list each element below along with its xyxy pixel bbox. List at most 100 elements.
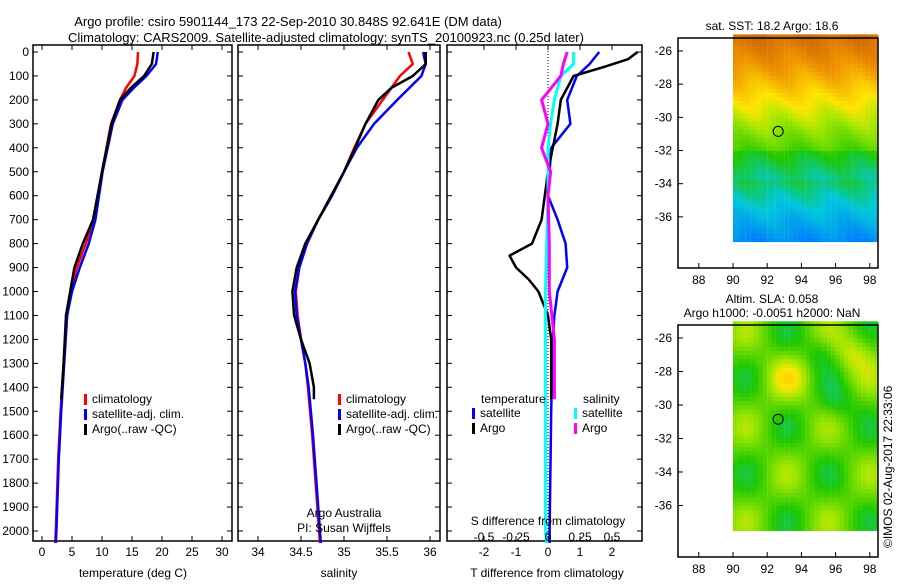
map-cell — [822, 446, 828, 452]
map-cell — [788, 142, 793, 147]
map-cell — [839, 221, 845, 226]
map-cell — [861, 158, 866, 164]
map-cell — [865, 221, 870, 226]
map-cell — [775, 229, 781, 234]
map-cell — [831, 84, 836, 89]
map-cell — [792, 480, 798, 485]
y-tick-label: 400 — [9, 141, 29, 155]
map-cell — [762, 34, 768, 39]
map-cell — [844, 142, 849, 147]
map-cell — [805, 333, 811, 339]
map-cell — [754, 212, 759, 218]
map-cell — [767, 179, 772, 184]
map-cell — [775, 325, 781, 330]
map-cell — [805, 158, 811, 164]
map-cell — [831, 421, 836, 427]
map-cell — [827, 518, 832, 523]
map-cell — [848, 463, 853, 469]
map-cell — [762, 363, 768, 368]
map-cell — [810, 354, 815, 360]
map-cell — [758, 67, 763, 73]
map-cell — [762, 192, 768, 197]
map-cell — [788, 388, 793, 393]
map-cell — [814, 333, 819, 339]
map-cell — [792, 96, 798, 102]
map-cell — [750, 129, 755, 135]
map-cell — [733, 71, 738, 77]
map-cell — [822, 96, 828, 102]
map-cell — [822, 484, 828, 490]
map-cell — [818, 338, 823, 343]
map-cell — [805, 455, 811, 460]
map-cell — [771, 413, 776, 418]
map-cell — [775, 167, 781, 172]
map-cell — [775, 150, 781, 155]
map-cell — [741, 71, 746, 77]
map-cell — [835, 229, 840, 234]
map-cell — [775, 121, 781, 126]
legend-swatch — [574, 408, 577, 419]
map-cell — [758, 59, 763, 64]
map-cell — [865, 146, 870, 151]
map-cell — [784, 84, 789, 89]
map-cell — [822, 333, 828, 339]
map-cell — [861, 212, 866, 218]
map-cell — [737, 75, 742, 81]
map-cell — [814, 354, 819, 360]
map-cell — [767, 476, 772, 481]
map-cell — [818, 121, 823, 126]
map-cell — [784, 425, 789, 431]
map-cell — [745, 71, 751, 77]
map-cell — [818, 46, 823, 52]
map-cell — [805, 154, 811, 160]
map-cell — [827, 358, 832, 364]
map-cell — [767, 208, 772, 214]
map-cell — [750, 358, 755, 364]
map-cell — [810, 150, 815, 155]
map-cell — [767, 200, 772, 205]
map-cell — [754, 367, 759, 372]
map-cell — [733, 113, 738, 118]
map-cell — [754, 196, 759, 201]
map-cell — [780, 417, 785, 423]
map-cell — [801, 501, 806, 506]
map-cell — [733, 117, 738, 122]
map-cell — [771, 42, 776, 48]
map-cell — [822, 342, 828, 347]
map-cell — [737, 163, 742, 168]
map-cell — [865, 38, 870, 44]
map-cell — [754, 163, 759, 168]
map-cell — [741, 388, 746, 393]
map-cell — [775, 446, 781, 452]
map-cell — [792, 179, 798, 184]
map-cell — [741, 67, 746, 73]
map-cell — [784, 208, 789, 214]
map-cell — [852, 321, 858, 326]
map-cell — [801, 63, 806, 68]
map-cell — [839, 509, 845, 515]
map-cell — [852, 392, 858, 397]
map-cell — [784, 51, 789, 56]
map-cell — [818, 509, 823, 515]
map-cell — [797, 400, 802, 406]
map-cell — [771, 338, 776, 343]
map-cell — [857, 237, 862, 243]
map-cell — [741, 200, 746, 205]
map-cell — [814, 463, 819, 469]
map-cell — [861, 221, 866, 226]
map-cell — [805, 192, 811, 197]
map-cell — [814, 129, 819, 135]
map-cell — [780, 75, 785, 81]
map-cell — [861, 505, 866, 511]
map-cell — [861, 451, 866, 456]
map-cell — [750, 522, 755, 527]
map-cell — [767, 409, 772, 414]
map-cell — [865, 192, 870, 197]
map-cell — [810, 484, 815, 490]
map-cell — [831, 467, 836, 473]
y-tick-label: 1400 — [2, 380, 29, 394]
map-cell — [805, 171, 811, 176]
map-cell — [797, 150, 802, 155]
map-cell — [792, 121, 798, 126]
map-cell — [780, 513, 785, 519]
